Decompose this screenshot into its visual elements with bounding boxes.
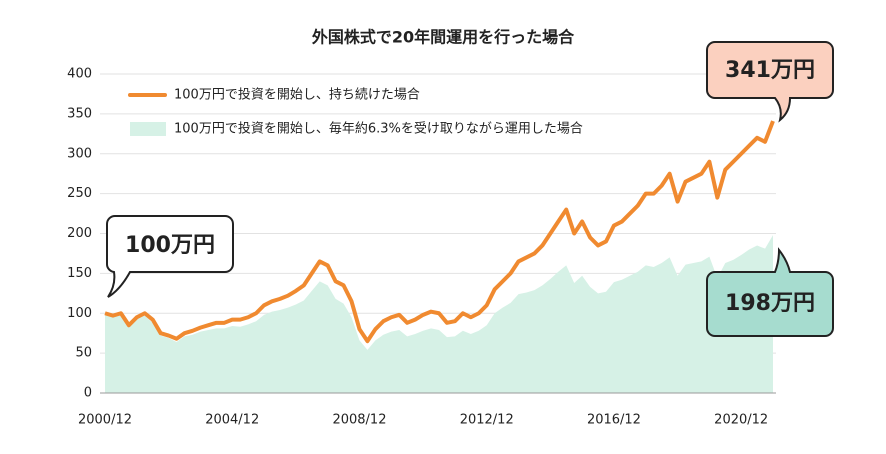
callout-label: 198万円 (725, 291, 815, 316)
x-tick-label: 2016/12 (587, 413, 641, 428)
y-tick-label: 400 (67, 67, 92, 82)
legend-label: 100万円で投資を開始し、持ち続けた場合 (174, 87, 420, 103)
callout-bubble (706, 41, 834, 123)
legend-swatch (130, 122, 166, 136)
x-tick-label: 2012/12 (460, 413, 514, 428)
x-tick-label: 2020/12 (714, 413, 768, 428)
callout: 341万円 (706, 41, 834, 123)
y-tick-label: 0 (84, 386, 92, 401)
callout-bubble (706, 247, 834, 337)
line (104, 120, 775, 344)
x-tick-label: 2000/12 (78, 413, 132, 428)
y-tick-label: 50 (75, 346, 92, 361)
legend: 100万円で投資を開始し、持ち続けた場合 100万円で投資を開始し、毎年約6.3… (128, 87, 583, 137)
callout-label: 100万円 (125, 233, 215, 258)
y-tick-label: 250 (67, 186, 92, 201)
plot-area (100, 73, 776, 394)
y-tick-label: 150 (67, 266, 92, 281)
y-tick-label: 200 (67, 226, 92, 241)
x-tick-label: 2008/12 (332, 413, 386, 428)
area (105, 235, 773, 393)
callout: 198万円 (706, 247, 834, 337)
legend-label: 100万円で投資を開始し、毎年約6.3%を受け取りながら運用した場合 (174, 121, 583, 137)
callout-bubble (105, 215, 234, 298)
callout-label: 341万円 (725, 58, 815, 83)
chart-title: 外国株式で20年間運用を行った場合 (311, 28, 575, 47)
y-tick-label: 300 (67, 146, 92, 161)
x-tick-label: 2004/12 (205, 413, 259, 428)
y-tick-label: 350 (67, 106, 92, 121)
callout: 100万円 (105, 215, 234, 298)
y-tick-label: 100 (67, 306, 92, 321)
